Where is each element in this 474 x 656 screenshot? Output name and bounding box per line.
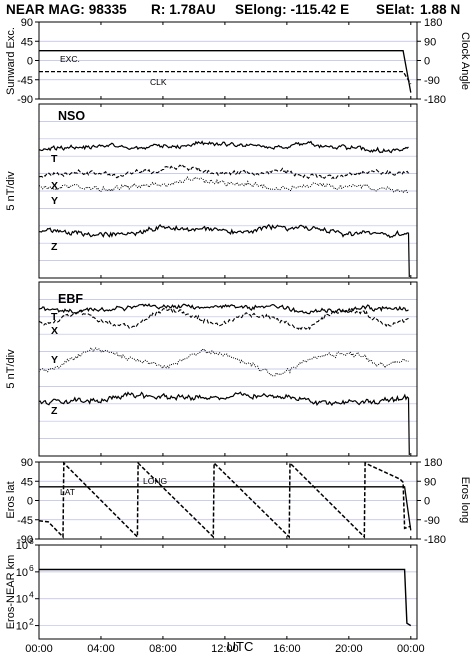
y-tick-label-left: -45: [17, 75, 33, 87]
y-tick-label-right: 180: [424, 457, 442, 469]
title-range: R: 1.78AU: [151, 2, 216, 17]
panel-ebf: EBF 5 nT/div T X Y Z: [5, 281, 418, 457]
y-tick-exponent: 6: [29, 563, 34, 573]
title-selat: SElat:: [376, 2, 415, 17]
panel-eros-position: 90 45 0 -45 -90 180 90 0 -90 -180 Eros lat Eros l…: [5, 457, 471, 546]
trace-line-z: [39, 223, 410, 278]
trace-line-t: [38, 303, 409, 315]
trace-line-y: [38, 346, 409, 377]
trace-line-y: [38, 176, 409, 194]
y-tick-label-left: 90: [21, 457, 33, 469]
x-axis-label: UTC: [227, 639, 254, 654]
y-tick-label-left: 0: [27, 56, 33, 68]
panel-exc-clk: 90 45 0 -45 -90 180 90 0 -90 -180 Sunward Exc. Cl…: [5, 17, 471, 106]
x-tick-label: 08:00: [149, 643, 177, 655]
y-tick-label: 10: [16, 540, 28, 552]
title-selong: SElong: -115.42 E: [235, 2, 350, 17]
panel-range-ylabel: Eros-NEAR km: [5, 555, 17, 630]
title-mission: NEAR MAG: 98335: [6, 2, 127, 17]
panel-nso: NSO 5 nT/div T X Y Z: [5, 103, 418, 279]
nso-trace-label-y: Y: [51, 195, 58, 207]
y-tick-label-right: -90: [424, 75, 440, 87]
panel-ebf-title: EBF: [58, 292, 83, 306]
y-tick-label-left: 45: [21, 476, 33, 488]
y-tick-label-right: 90: [424, 36, 436, 48]
y-tick-label: 10: [16, 594, 28, 606]
y-tick-label-left: 45: [21, 36, 33, 48]
y-tick-label-left: 0: [27, 496, 33, 508]
panel-nso-title: NSO: [58, 109, 85, 123]
panel-ebf-ylabel: 5 nT/div: [5, 349, 17, 389]
trace-line-t: [38, 140, 409, 154]
ebf-trace-label-z: Z: [51, 405, 58, 417]
y-tick-exponent: 8: [29, 536, 34, 546]
nso-trace-label-t: T: [51, 153, 58, 165]
plot-title: NEAR MAG: 98335 R: 1.78AU SElong: -115.4…: [0, 2, 474, 18]
series-line-lat: [39, 486, 412, 531]
panel-eros-long-ylabel: Eros long: [459, 477, 471, 523]
panel-clk-ylabel: Clock Angle: [459, 32, 471, 90]
y-tick-label-right: 0: [424, 56, 430, 68]
x-tick-label: 12:00: [211, 643, 239, 655]
series-line-exc: [39, 50, 412, 93]
series-label-clk: CLK: [150, 77, 167, 87]
series-line-clk: [39, 70, 412, 85]
trace-line-x: [38, 307, 409, 331]
panel-nso-frame: [38, 103, 418, 279]
x-tick-label: 16:00: [273, 643, 301, 655]
x-tick-label: 00:00: [397, 643, 425, 655]
ebf-trace-label-t: T: [51, 311, 58, 323]
series-line-range: [39, 568, 412, 627]
x-axis: 00:00 04:00 08:00 12:00 16:00 20:00 00:00: [25, 22, 425, 655]
panel-nso-ylabel: 5 nT/div: [5, 171, 17, 211]
y-tick-label-left: 90: [21, 17, 33, 29]
panel-eros-lat-ylabel: Eros lat: [5, 481, 17, 518]
y-tick-label-right: 180: [424, 17, 442, 29]
x-tick-label: 04:00: [87, 643, 115, 655]
y-tick-label: 10: [16, 621, 28, 633]
y-tick-exponent: 2: [29, 617, 34, 627]
x-tick-label: 00:00: [25, 643, 53, 655]
y-tick-exponent: 4: [29, 590, 34, 600]
y-tick-label-right: -90: [424, 515, 440, 527]
series-label-long: LONG: [143, 476, 167, 486]
x-tick-label: 20:00: [335, 643, 363, 655]
y-tick-label-right: -180: [424, 534, 446, 546]
y-tick-label-left: -45: [17, 515, 33, 527]
panel-range-frame: [38, 544, 418, 640]
series-line-long: [38, 461, 412, 539]
y-tick-label-right: 0: [424, 496, 430, 508]
ebf-trace-label-x: X: [51, 325, 58, 337]
ebf-trace-label-y: Y: [51, 354, 58, 366]
y-tick-label-left: -90: [17, 534, 33, 546]
trace-line-x: [38, 163, 409, 180]
y-tick-label-right: 90: [424, 476, 436, 488]
title-selat-value: 1.88 N: [420, 2, 461, 17]
nso-trace-label-x: X: [51, 180, 58, 192]
y-tick-label-right: -180: [424, 94, 446, 106]
panel-ebf-frame: [38, 281, 418, 457]
panel-exc-ylabel: Sunward Exc.: [5, 27, 17, 95]
y-tick-label: 10: [16, 567, 28, 579]
y-tick-label-left: -90: [17, 94, 33, 106]
nso-trace-label-z: Z: [51, 241, 58, 253]
trace-line-z: [38, 391, 410, 456]
series-label-lat: LAT: [60, 487, 75, 497]
series-label-exc: EXC.: [60, 54, 80, 64]
